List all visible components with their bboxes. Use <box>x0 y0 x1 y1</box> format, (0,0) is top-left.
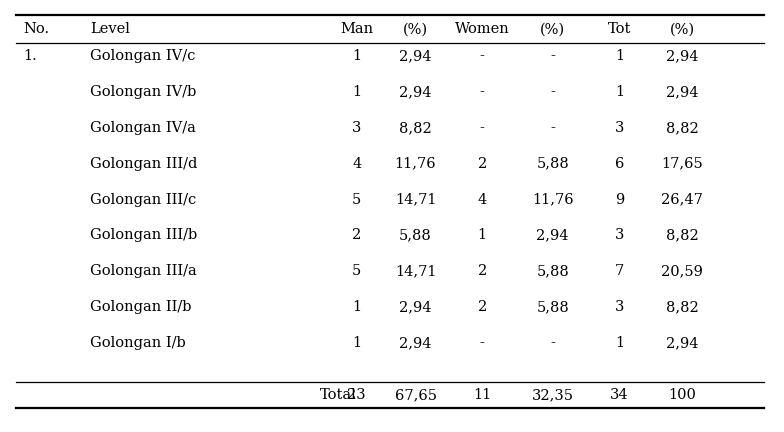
Text: 8,82: 8,82 <box>399 121 432 135</box>
Text: Man: Man <box>340 22 373 36</box>
Text: -: - <box>480 336 485 350</box>
Text: 23: 23 <box>347 388 366 402</box>
Text: 2: 2 <box>477 264 487 278</box>
Text: 2,94: 2,94 <box>399 336 432 350</box>
Text: 3: 3 <box>615 300 624 314</box>
Text: 34: 34 <box>610 388 629 402</box>
Text: 2: 2 <box>477 157 487 171</box>
Text: Total: Total <box>320 388 357 402</box>
Text: 2: 2 <box>352 229 361 242</box>
Text: 32,35: 32,35 <box>532 388 574 402</box>
Text: 1: 1 <box>352 336 361 350</box>
Text: 14,71: 14,71 <box>395 264 436 278</box>
Text: Golongan I/b: Golongan I/b <box>90 336 186 350</box>
Text: Golongan IV/a: Golongan IV/a <box>90 121 196 135</box>
Text: 1: 1 <box>477 229 487 242</box>
Text: Golongan III/c: Golongan III/c <box>90 193 197 206</box>
Text: (%): (%) <box>403 22 428 36</box>
Text: 1: 1 <box>352 85 361 99</box>
Text: 100: 100 <box>668 388 696 402</box>
Text: (%): (%) <box>670 22 695 36</box>
Text: Tot: Tot <box>608 22 631 36</box>
Text: 8,82: 8,82 <box>666 300 699 314</box>
Text: 3: 3 <box>352 121 361 135</box>
Text: 11: 11 <box>473 388 492 402</box>
Text: 1: 1 <box>352 300 361 314</box>
Text: Level: Level <box>90 22 130 36</box>
Text: (%): (%) <box>540 22 565 36</box>
Text: 26,47: 26,47 <box>661 193 703 206</box>
Text: 6: 6 <box>615 157 624 171</box>
Text: 9: 9 <box>615 193 624 206</box>
Text: 1: 1 <box>615 336 624 350</box>
Text: 1: 1 <box>615 85 624 99</box>
Text: Golongan III/b: Golongan III/b <box>90 229 198 242</box>
Text: Women: Women <box>455 22 510 36</box>
Text: 20,59: 20,59 <box>661 264 703 278</box>
Text: 2,94: 2,94 <box>399 49 432 63</box>
Text: 7: 7 <box>615 264 624 278</box>
Text: -: - <box>550 121 555 135</box>
Text: 4: 4 <box>352 157 361 171</box>
Text: 2,94: 2,94 <box>666 49 699 63</box>
Text: 2,94: 2,94 <box>666 336 699 350</box>
Text: -: - <box>480 85 485 99</box>
Text: Golongan IV/c: Golongan IV/c <box>90 49 195 63</box>
Text: 4: 4 <box>477 193 487 206</box>
Text: 3: 3 <box>615 121 624 135</box>
Text: 2,94: 2,94 <box>536 229 569 242</box>
Text: 5,88: 5,88 <box>536 157 569 171</box>
Text: 5: 5 <box>352 264 361 278</box>
Text: 8,82: 8,82 <box>666 121 699 135</box>
Text: -: - <box>550 49 555 63</box>
Text: 11,76: 11,76 <box>394 157 437 171</box>
Text: 17,65: 17,65 <box>661 157 703 171</box>
Text: 2,94: 2,94 <box>399 85 432 99</box>
Text: 1.: 1. <box>24 49 38 63</box>
Text: 8,82: 8,82 <box>666 229 699 242</box>
Text: -: - <box>550 85 555 99</box>
Text: Golongan II/b: Golongan II/b <box>90 300 191 314</box>
Text: 2,94: 2,94 <box>399 300 432 314</box>
Text: 2: 2 <box>477 300 487 314</box>
Text: Golongan IV/b: Golongan IV/b <box>90 85 197 99</box>
Text: 5,88: 5,88 <box>536 300 569 314</box>
Text: 5,88: 5,88 <box>536 264 569 278</box>
Text: 3: 3 <box>615 229 624 242</box>
Text: 1: 1 <box>352 49 361 63</box>
Text: -: - <box>480 49 485 63</box>
Text: 11,76: 11,76 <box>532 193 574 206</box>
Text: 5,88: 5,88 <box>399 229 432 242</box>
Text: 5: 5 <box>352 193 361 206</box>
Text: 2,94: 2,94 <box>666 85 699 99</box>
Text: Golongan III/d: Golongan III/d <box>90 157 198 171</box>
Text: No.: No. <box>24 22 49 36</box>
Text: Golongan III/a: Golongan III/a <box>90 264 197 278</box>
Text: -: - <box>550 336 555 350</box>
Text: 14,71: 14,71 <box>395 193 436 206</box>
Text: -: - <box>480 121 485 135</box>
Text: 1: 1 <box>615 49 624 63</box>
Text: 67,65: 67,65 <box>394 388 437 402</box>
